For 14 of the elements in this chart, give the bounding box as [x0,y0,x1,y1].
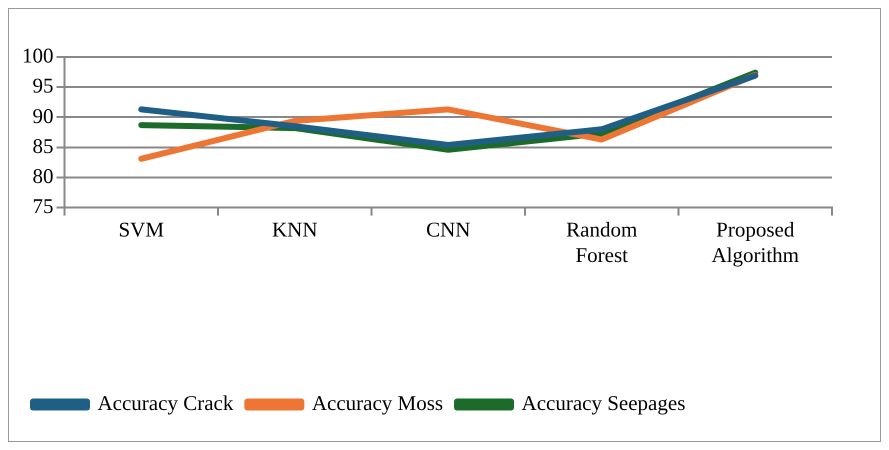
x-tick-label: SVM [118,218,164,242]
x-tick-label: CNN [426,218,470,242]
y-tick-label: 100 [22,44,54,68]
y-tick-label: 75 [32,194,54,218]
x-tick-label: KNN [272,218,318,242]
x-tick-label: Proposed Algorithm [712,218,799,267]
y-tick-label: 95 [32,74,54,98]
legend-label: Accuracy Crack [98,391,234,416]
y-tick-label: 85 [32,134,54,158]
y-tick-label: 90 [32,104,54,128]
y-tick-label: 80 [32,164,54,188]
legend-label: Accuracy Moss [312,391,444,416]
legend-label: Accuracy Seepages [522,391,686,416]
x-tick-label: Random Forest [566,218,638,267]
